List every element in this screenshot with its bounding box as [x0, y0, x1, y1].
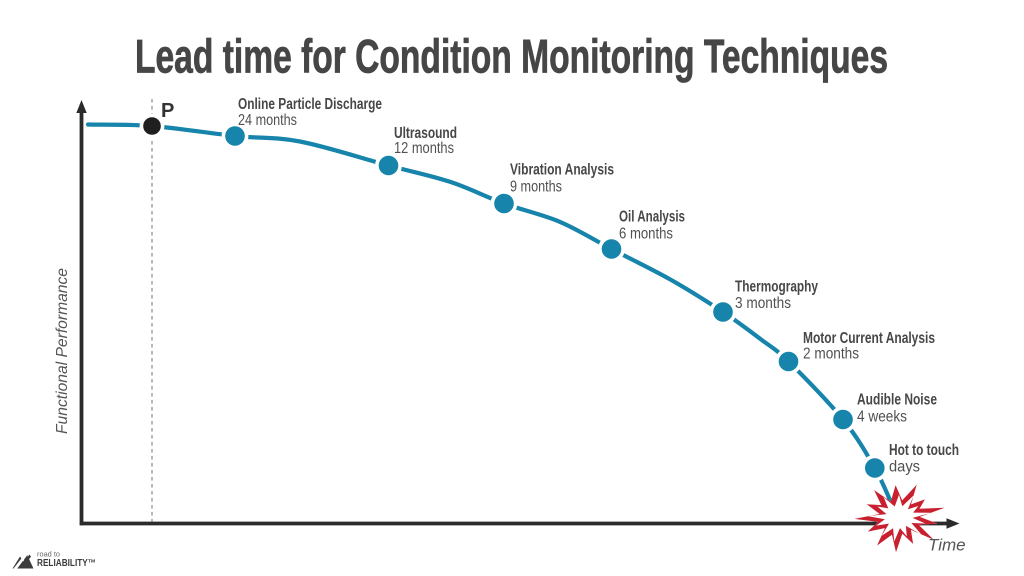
svg-text:Audible Noise: Audible Noise — [857, 392, 937, 409]
svg-text:Vibration Analysis: Vibration Analysis — [510, 162, 614, 179]
svg-text:road to: road to — [37, 550, 60, 559]
svg-text:Thermography: Thermography — [735, 279, 818, 296]
svg-text:Online Particle Discharge: Online Particle Discharge — [238, 96, 382, 113]
svg-text:Motor Current Analysis: Motor Current Analysis — [803, 330, 935, 347]
svg-text:12 months: 12 months — [394, 140, 454, 157]
svg-text:Oil Analysis: Oil Analysis — [619, 208, 685, 225]
svg-text:RELIABILITY™: RELIABILITY™ — [37, 558, 96, 569]
svg-text:days: days — [889, 458, 920, 475]
svg-text:Functional Performance: Functional Performance — [54, 268, 71, 434]
svg-text:Ultrasound: Ultrasound — [394, 125, 457, 142]
svg-text:4 weeks: 4 weeks — [857, 409, 907, 426]
svg-text:24 months: 24 months — [238, 112, 297, 129]
svg-text:9 months: 9 months — [510, 179, 562, 196]
svg-text:3 months: 3 months — [735, 295, 791, 312]
svg-text:6 months: 6 months — [619, 226, 673, 243]
svg-text:Lead time for Condition Monito: Lead time for Condition Monitoring Techn… — [135, 31, 888, 84]
svg-text:Time: Time — [928, 536, 966, 555]
svg-text:Hot to touch: Hot to touch — [889, 442, 959, 459]
svg-text:2 months: 2 months — [803, 346, 859, 363]
svg-text:P: P — [161, 100, 174, 122]
